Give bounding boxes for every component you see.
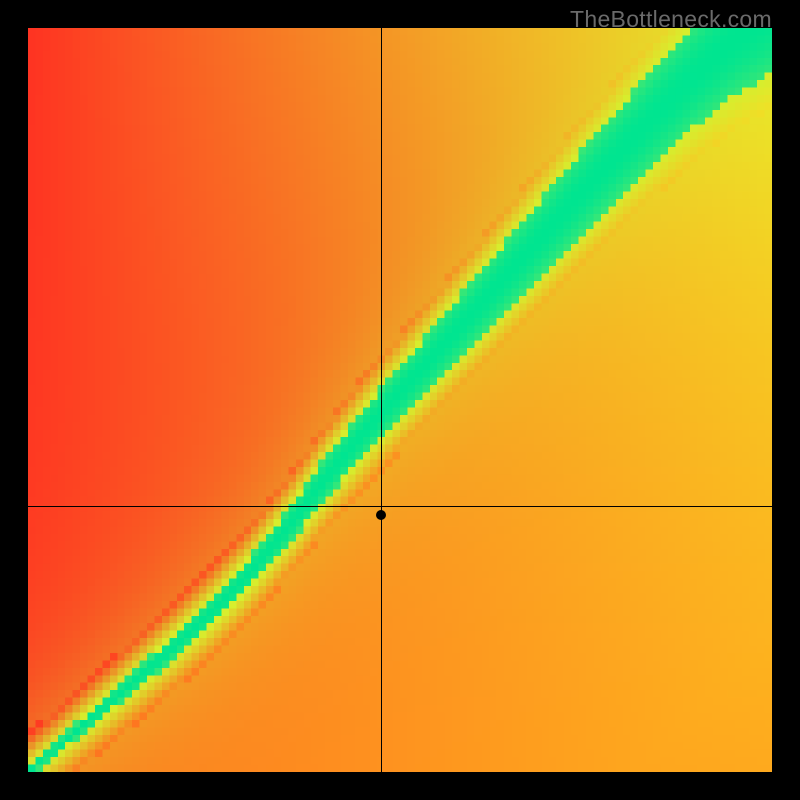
- heatmap-canvas: [28, 28, 772, 772]
- crosshair-vertical: [381, 28, 382, 772]
- crosshair-horizontal: [28, 506, 772, 507]
- watermark-text: TheBottleneck.com: [570, 6, 772, 33]
- heatmap-plot: [28, 28, 772, 772]
- data-point: [376, 510, 386, 520]
